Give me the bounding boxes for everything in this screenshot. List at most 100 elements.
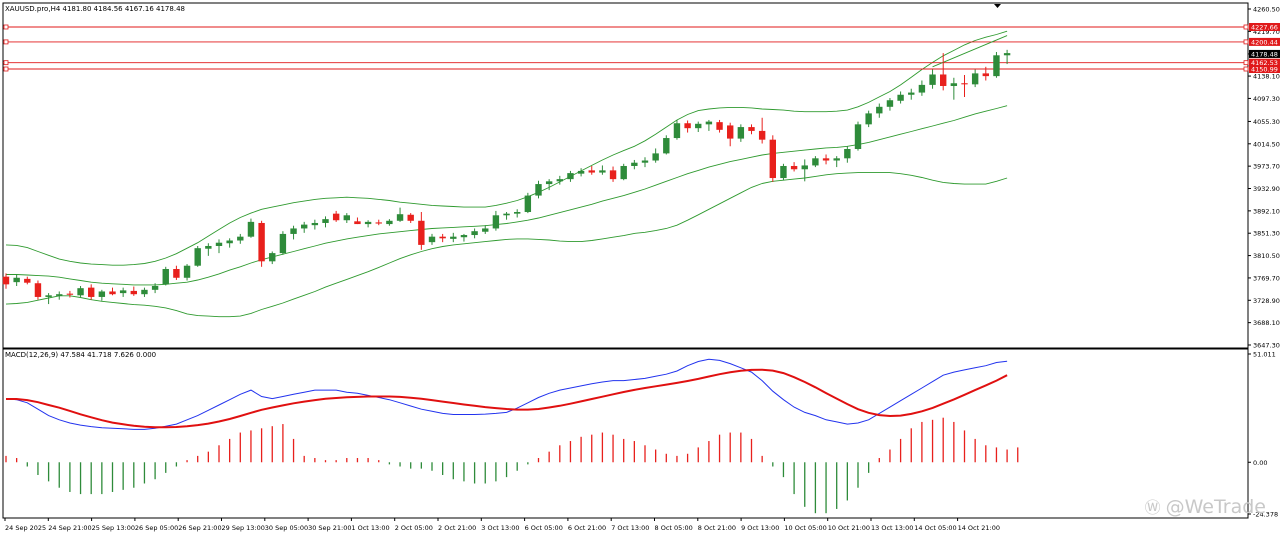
candle-body	[301, 224, 308, 229]
candle-body	[641, 160, 649, 163]
bollinger-middle-line	[6, 105, 1008, 286]
price-level-handle	[1243, 24, 1249, 30]
time-axis-label: 10 Oct 21:00	[828, 524, 870, 532]
candle-body	[801, 165, 808, 170]
candle-body	[450, 236, 457, 239]
candle-body	[88, 287, 95, 297]
price-pane-frame	[2, 2, 1249, 349]
candle-body	[364, 221, 372, 225]
candle-body	[311, 222, 319, 226]
candle-body	[183, 265, 191, 278]
time-axis-label: 2 Oct 21:00	[438, 524, 476, 532]
candle-body	[758, 130, 766, 140]
candle-body	[66, 293, 74, 295]
candle-body	[545, 181, 553, 185]
candle-body	[556, 179, 563, 182]
candle-body	[471, 231, 478, 236]
price-axis-label: 4097.30	[1253, 95, 1280, 103]
price-axis-label: 4219.70	[1253, 28, 1280, 36]
time-axis-label: 26 Sep 05:00	[135, 524, 178, 532]
candle-body	[24, 278, 31, 283]
candle-body	[130, 290, 137, 295]
price-axis-label: 4260.50	[1253, 6, 1280, 14]
candle-body	[1003, 53, 1011, 56]
candle-body	[908, 92, 915, 95]
candle-body	[737, 127, 745, 139]
price-level-label: 4200.44	[1251, 38, 1278, 46]
trendline	[932, 35, 1008, 68]
price-axis-label: 3647.30	[1253, 342, 1280, 350]
time-axis-label: 6 Oct 05:00	[525, 524, 563, 532]
time-axis: 24 Sep 2025 24 Sep 21:00 25 Sep 13:00 26 Se…	[4, 518, 1000, 532]
time-axis-label: 30 Sep 21:00	[308, 524, 351, 532]
macd-pane[interactable]: 51.011 0.00 -24.378	[2, 348, 1278, 519]
price-level-label: 4150.99	[1251, 66, 1278, 74]
price-level-handle	[1243, 66, 1249, 72]
candle-body	[45, 295, 52, 297]
macd-title: MACD(12,26,9) 47.584 41.718 7.626 0.000	[5, 351, 157, 359]
price-level-tag	[1249, 37, 1280, 46]
price-level-label: 4162.53	[1251, 59, 1278, 67]
price-level-handle	[1243, 39, 1249, 45]
price-axis-label: 3769.70	[1253, 274, 1280, 282]
current-price-tag	[1249, 49, 1280, 58]
time-axis-label: 6 Oct 21:00	[568, 524, 606, 532]
price-axis-label: 3973.70	[1253, 163, 1280, 171]
price-level-tag	[1249, 22, 1280, 31]
watermark-logo-icon: Ⓦ	[1144, 498, 1161, 517]
candle-body	[822, 158, 830, 161]
candle-body	[609, 170, 617, 180]
candle-body	[567, 173, 574, 180]
candle-body	[428, 236, 436, 243]
candle-body	[705, 121, 713, 125]
candle-body	[577, 170, 585, 174]
price-level-handle	[1243, 60, 1249, 66]
candle-body	[769, 139, 776, 179]
bollinger-lower-line	[5, 172, 1008, 318]
candle-body	[918, 84, 926, 93]
candle-body	[386, 220, 393, 225]
candle-body	[396, 214, 404, 221]
candle-body	[971, 73, 979, 85]
candle-body	[503, 213, 510, 216]
candle-body	[407, 214, 414, 221]
candle-body	[695, 123, 702, 129]
time-axis-label: 30 Sep 05:00	[265, 524, 308, 532]
time-axis-label: 10 Oct 05:00	[784, 524, 826, 532]
candle-body	[716, 122, 723, 130]
candle-body	[215, 242, 223, 246]
candle-body	[663, 138, 670, 154]
candle-body	[854, 124, 862, 149]
candle-body	[322, 219, 329, 223]
time-axis-label: 14 Oct 05:00	[914, 524, 956, 532]
time-axis-label: 3 Oct 13:00	[481, 524, 519, 532]
candle-body	[833, 158, 840, 161]
candle-body	[460, 235, 468, 238]
candle-body	[439, 236, 446, 239]
price-axis-label: 3892.10	[1253, 207, 1280, 215]
macd-pane-frame	[2, 348, 1249, 519]
candle-body	[119, 290, 127, 294]
candle-body	[258, 222, 265, 262]
price-axis-label: 3932.90	[1253, 185, 1280, 193]
macd-axis-label: 51.011	[1253, 351, 1276, 359]
candle-body	[514, 212, 521, 214]
candle-body	[247, 221, 255, 237]
price-level-handle	[3, 24, 9, 30]
candle-body	[98, 291, 106, 297]
candle-body	[109, 291, 116, 295]
candle-body	[748, 127, 755, 131]
watermark-label: @WeTrade	[1165, 496, 1266, 518]
candle-body	[205, 245, 212, 249]
time-axis-label: 7 Oct 13:00	[611, 524, 649, 532]
candle-body	[151, 285, 159, 290]
candle-body	[375, 222, 382, 224]
candle-body	[993, 55, 1000, 77]
candle-body	[652, 153, 659, 161]
candle-body	[812, 158, 819, 166]
price-axis-label: 3728.90	[1253, 297, 1280, 305]
price-pane[interactable]: 4260.50 4219.70 4178.48 4138.10 4097.30 4055.…	[2, 2, 1280, 350]
price-axis-label: 3810.50	[1253, 252, 1280, 260]
candle-body	[876, 106, 883, 114]
